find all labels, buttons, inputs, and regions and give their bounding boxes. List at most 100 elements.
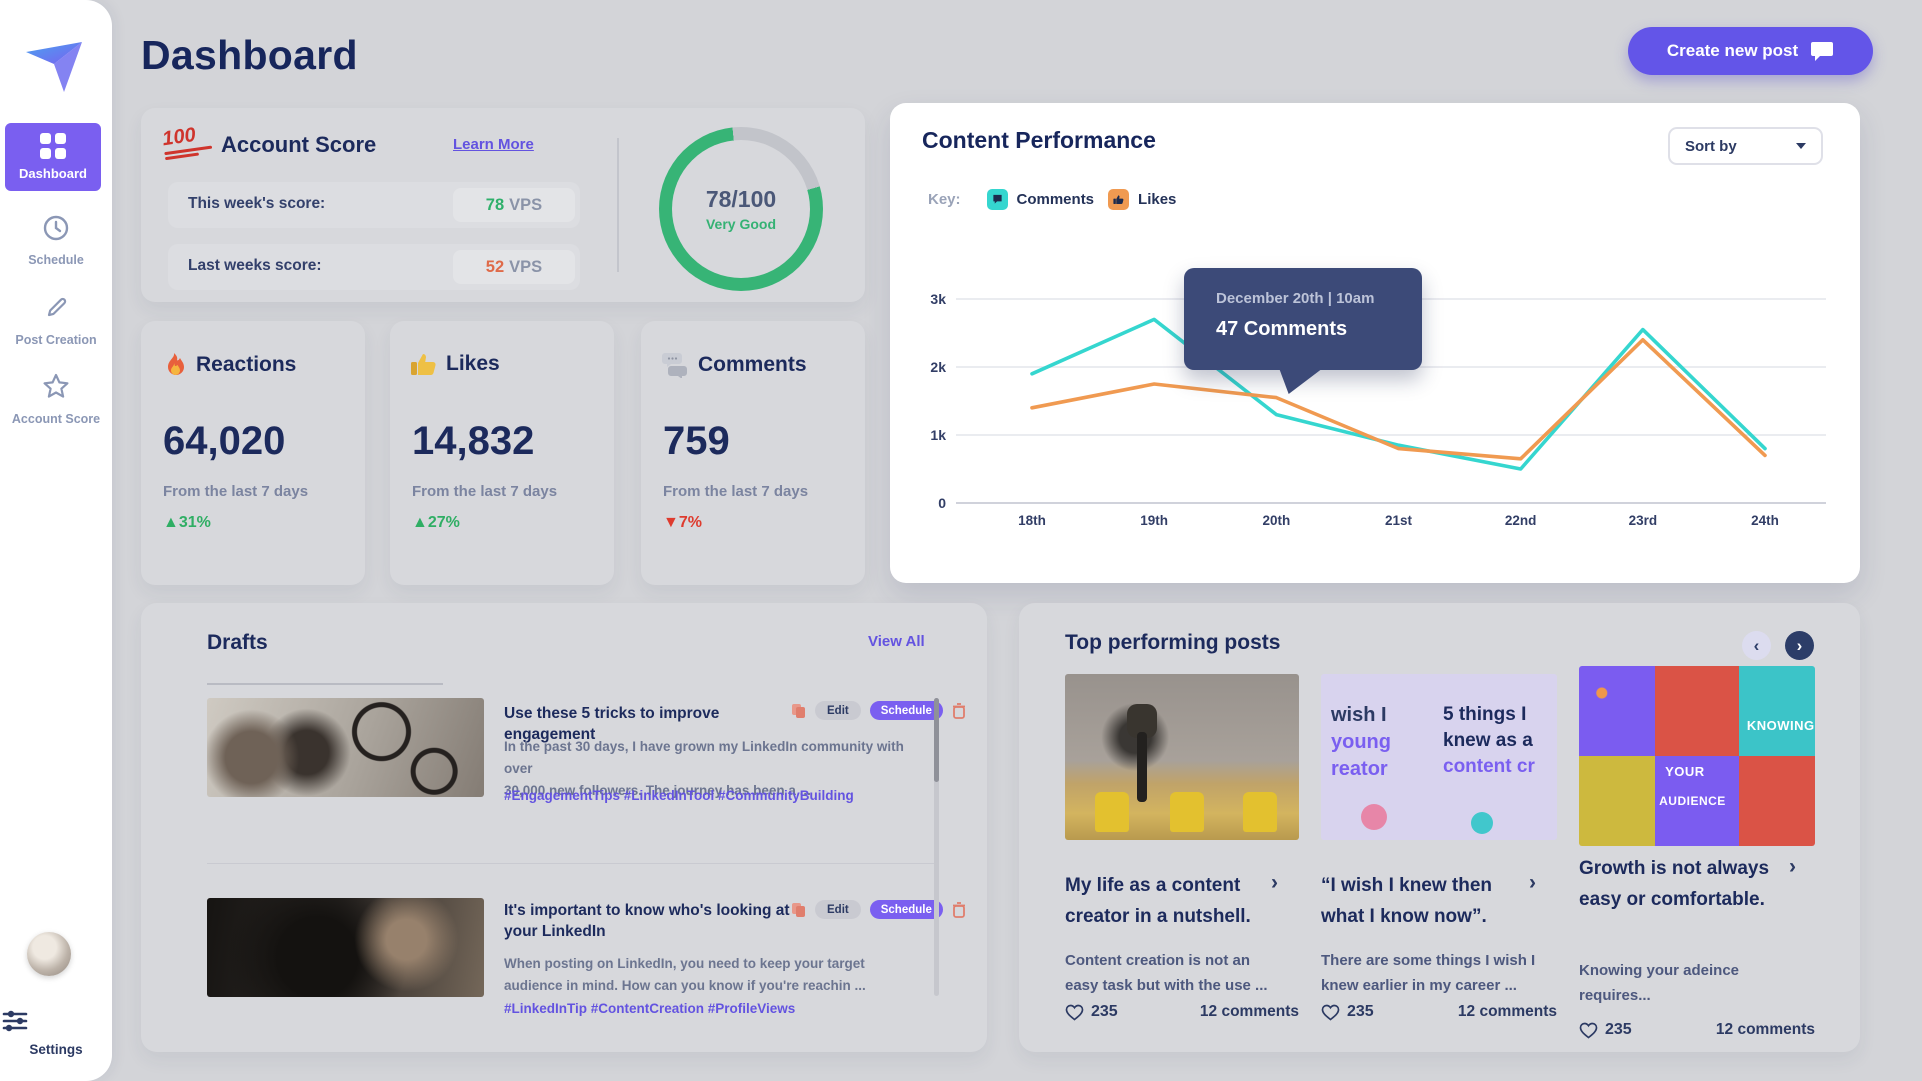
edit-button[interactable]: Edit xyxy=(815,900,861,919)
sidebar-item-label: Dashboard xyxy=(19,166,87,181)
draft-thumbnail[interactable] xyxy=(207,698,484,797)
duplicate-icon[interactable] xyxy=(791,703,806,719)
post-title[interactable]: Growth is not always easy or comfortable… xyxy=(1579,858,1770,910)
this-week-score-label: This week's score: xyxy=(188,195,326,212)
reactions-card: Reactions 64,020 From the last 7 days ▲3… xyxy=(141,321,365,585)
edit-button[interactable]: Edit xyxy=(815,701,861,720)
stat-delta: ▲31% xyxy=(163,514,211,531)
stat-period: From the last 7 days xyxy=(163,483,309,500)
draft-thumbnail[interactable] xyxy=(207,898,484,997)
draft-body: In the past 30 days, I have grown my Lin… xyxy=(504,739,904,798)
dashboard-grid-icon xyxy=(40,133,66,159)
content-performance-card: Content Performance Sort by Key: Comment… xyxy=(890,103,1860,583)
post-title[interactable]: “I wish I knew then what I know now”. xyxy=(1321,875,1493,927)
fire-icon xyxy=(168,353,184,375)
gauge-score: 78/100 xyxy=(705,186,777,212)
post-title[interactable]: My life as a content creator in a nutshe… xyxy=(1065,875,1251,927)
sidebar-item-dashboard[interactable]: Dashboard xyxy=(5,123,101,191)
svg-text:19th: 19th xyxy=(1140,513,1168,528)
draft-actions: Edit Schedule xyxy=(791,701,966,720)
sort-by-dropdown[interactable]: Sort by xyxy=(1668,127,1823,165)
sort-by-label: Sort by xyxy=(1685,137,1737,155)
stat-delta: ▼7% xyxy=(663,514,702,531)
chevron-right-icon[interactable]: › xyxy=(1529,871,1536,894)
stat-value: 759 xyxy=(663,419,730,463)
chevron-right-icon[interactable]: › xyxy=(1271,871,1278,894)
post-description: Content creation is not an easy task but … xyxy=(1065,952,1268,994)
prev-posts-button[interactable]: ‹ xyxy=(1742,631,1771,660)
sidebar-item-schedule[interactable]: Schedule xyxy=(0,214,112,267)
post-image[interactable] xyxy=(1065,674,1299,840)
top-posts-title: Top performing posts xyxy=(1065,631,1281,654)
svg-text:23rd: 23rd xyxy=(1629,513,1658,528)
schedule-button[interactable]: Schedule xyxy=(869,900,943,919)
next-posts-button[interactable]: › xyxy=(1785,631,1814,660)
top-posts-card: Top performing posts ‹ › My life as a co… xyxy=(1019,603,1860,1052)
performance-line-chart[interactable]: 0 1k 2k 3k 18th 19th 20th 21st 22nd 23rd 24th xyxy=(890,103,1860,583)
star-icon xyxy=(43,373,69,398)
post-description: Knowing your adeince requires... xyxy=(1579,962,1740,1004)
chevron-right-icon[interactable]: › xyxy=(1789,855,1796,878)
page-title: Dashboard xyxy=(141,32,358,78)
schedule-button[interactable]: Schedule xyxy=(869,701,943,720)
post-card: KNOWING YOUR AUDIENCE Growth is not alwa… xyxy=(1579,603,1815,1052)
last-week-score-label: Last weeks score: xyxy=(188,257,322,274)
svg-text:0: 0 xyxy=(938,495,946,511)
comments-count: 12 comments xyxy=(1457,1003,1557,1020)
divider xyxy=(207,683,443,685)
learn-more-link[interactable]: Learn More xyxy=(453,136,534,153)
stat-title: Reactions xyxy=(196,353,297,376)
post-footer: 235 12 comments xyxy=(1579,1021,1815,1039)
post-image[interactable]: KNOWING YOUR AUDIENCE xyxy=(1579,666,1815,846)
divider xyxy=(207,863,934,864)
post-image[interactable]: wish I young reator 5 things I knew as a… xyxy=(1321,674,1557,840)
likes-legend-icon xyxy=(1108,189,1130,210)
chevron-down-icon xyxy=(1796,143,1806,149)
likes-count: 235 xyxy=(1065,1003,1118,1021)
create-new-post-button[interactable]: Create new post xyxy=(1628,27,1873,75)
view-all-link[interactable]: View All xyxy=(868,633,925,650)
speech-bubbles-icon xyxy=(662,353,687,378)
draft-title[interactable]: Use these 5 tricks to improve engagement xyxy=(504,705,720,743)
sidebar-item-settings[interactable]: Settings xyxy=(0,1006,112,1057)
svg-text:18th: 18th xyxy=(1018,513,1046,528)
legend-item-comments: Comments xyxy=(986,189,1094,210)
drafts-scrollbar xyxy=(934,698,939,996)
hundred-points-icon: 100 xyxy=(161,123,213,161)
post-card: wish I young reator 5 things I knew as a… xyxy=(1321,603,1557,1052)
draft-body: When posting on LinkedIn, you need to ke… xyxy=(504,956,866,993)
chat-bubble-icon xyxy=(1811,42,1834,61)
draft-hashtags[interactable]: #EngagementTips #LinkedInTool #Community… xyxy=(504,788,854,803)
chart-tooltip: December 20th | 10am 47 Comments xyxy=(1184,268,1422,370)
post-card: My life as a content creator in a nutshe… xyxy=(1065,603,1299,1052)
sliders-icon xyxy=(2,1010,28,1032)
sidebar-item-post-creation[interactable]: Post Creation xyxy=(0,294,112,347)
pencil-icon xyxy=(47,297,67,317)
trash-icon[interactable] xyxy=(952,702,966,719)
app-logo-icon xyxy=(26,42,82,92)
this-week-score-row: This week's score: 78 VPS xyxy=(168,182,580,228)
key-label: Key: xyxy=(928,191,961,208)
content-performance-title: Content Performance xyxy=(922,127,1156,153)
score-gauge: 78/100 Very Good xyxy=(659,127,823,291)
draft-hashtags[interactable]: #LinkedInTip #ContentCreation #ProfileVi… xyxy=(504,1001,796,1016)
post-footer: 235 12 comments xyxy=(1065,1003,1299,1021)
draft-title[interactable]: It's important to know who's looking at y… xyxy=(504,902,790,940)
likes-card: Likes 14,832 From the last 7 days ▲27% xyxy=(390,321,614,585)
post-footer: 235 12 comments xyxy=(1321,1003,1557,1021)
account-score-card: 100 Account Score Learn More This week's… xyxy=(141,108,865,302)
svg-text:1k: 1k xyxy=(930,427,946,443)
sidebar-item-account-score[interactable]: Account Score xyxy=(0,372,112,426)
duplicate-icon[interactable] xyxy=(791,902,806,918)
user-avatar[interactable] xyxy=(27,932,71,976)
gauge-caption: Very Good xyxy=(705,216,777,232)
tooltip-value: 47 Comments xyxy=(1216,318,1348,340)
trash-icon[interactable] xyxy=(952,901,966,918)
clock-icon xyxy=(43,215,69,241)
scrollbar-thumb[interactable] xyxy=(934,698,939,782)
drafts-card: Drafts View All Use these 5 tricks to im… xyxy=(141,603,987,1052)
stat-period: From the last 7 days xyxy=(663,483,809,500)
stat-period: From the last 7 days xyxy=(412,483,558,500)
thumbs-up-icon xyxy=(411,354,436,376)
sidebar: Dashboard Schedule Post Creation Account… xyxy=(0,0,112,1081)
